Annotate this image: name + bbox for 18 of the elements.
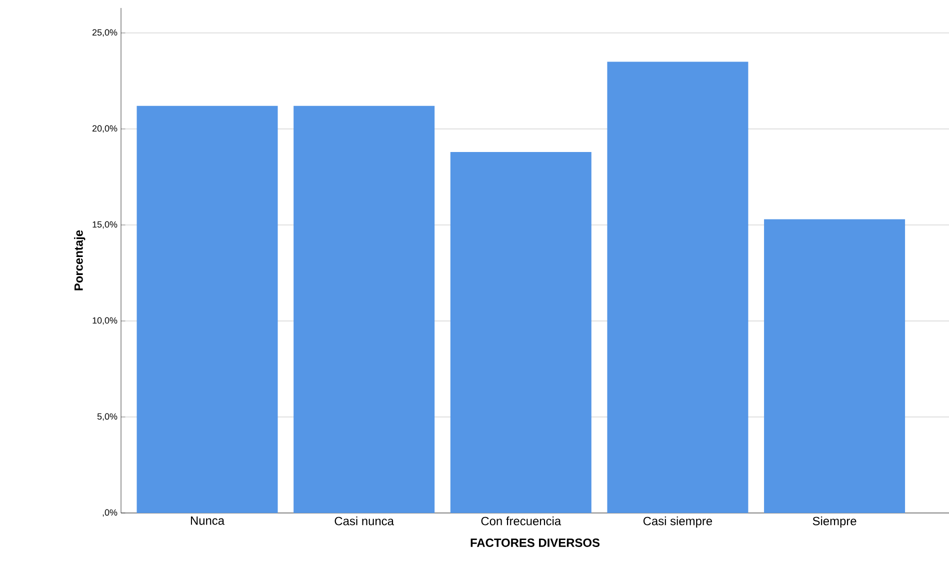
bar: [136, 106, 278, 513]
bar: [607, 62, 748, 513]
x-tick-label: Casi nunca: [334, 516, 394, 526]
bar: [294, 106, 435, 513]
bar: [450, 152, 592, 513]
x-tick-label: Siempre: [812, 516, 856, 528]
x-tick-label: Nunca: [190, 516, 225, 525]
y-tick-label: 15,0%: [92, 221, 118, 229]
y-tick-label: ,0%: [102, 509, 118, 517]
bar: [764, 219, 906, 513]
x-tick-label: Con frecuencia: [481, 516, 562, 526]
y-tick-label: 25,0%: [92, 29, 118, 37]
x-axis-title: FACTORES DIVERSOS: [470, 538, 600, 547]
y-axis-title: Porcentaje: [74, 230, 86, 290]
y-tick-label: 5,0%: [97, 413, 118, 421]
x-tick-label: Casi siempre: [643, 516, 712, 528]
y-tick-label: 20,0%: [92, 125, 118, 133]
y-tick-label: 10,0%: [92, 317, 118, 325]
